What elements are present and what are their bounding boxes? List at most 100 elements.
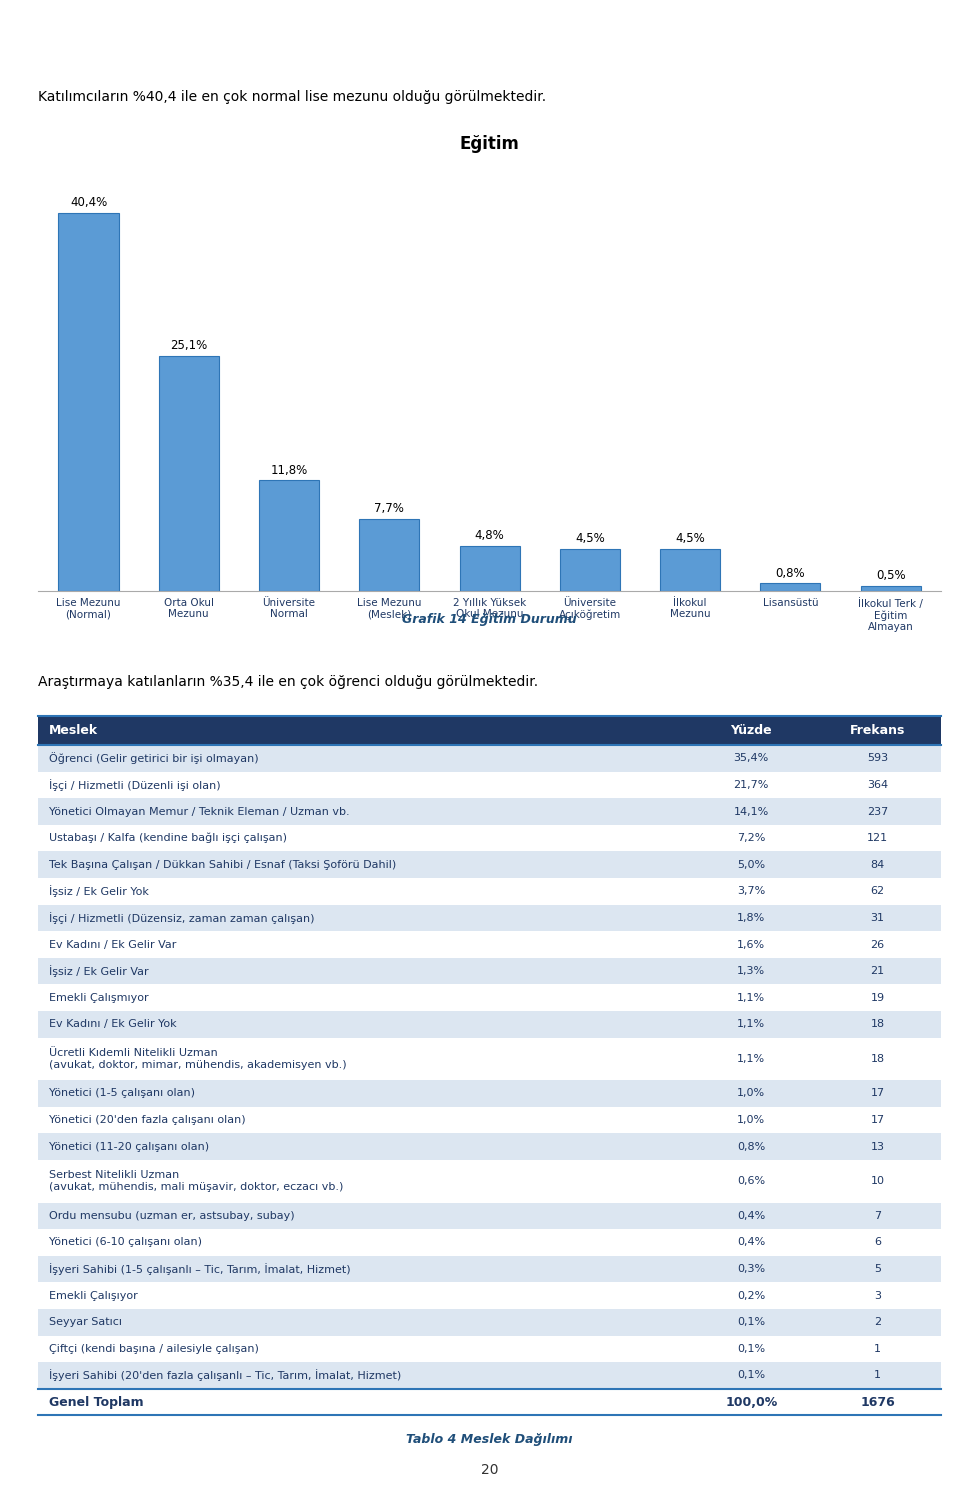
Bar [814,798,941,825]
Bar [38,825,688,851]
Text: 31: 31 [871,913,884,923]
Text: Ustabaşı / Kalfa (kendine bağlı işçi çalışan): Ustabaşı / Kalfa (kendine bağlı işçi çal… [49,833,287,843]
Bar [38,851,688,878]
Text: Serbest Nitelikli Uzman
(avukat, mühendis, mali müşavir, doktor, eczacı vb.): Serbest Nitelikli Uzman (avukat, mühendi… [49,1171,344,1192]
Bar [814,958,941,984]
Bar [814,851,941,878]
Bar [688,905,814,931]
Bar [688,825,814,851]
Text: 4,8%: 4,8% [475,529,504,542]
Text: 1: 1 [875,1370,881,1381]
Text: 1,6%: 1,6% [737,940,765,949]
Text: 1: 1 [875,1343,881,1354]
Bar [59,213,119,591]
Bar [688,798,814,825]
Bar [688,1309,814,1336]
Bar [38,1160,688,1203]
Text: 17: 17 [871,1088,885,1098]
Text: 7: 7 [874,1210,881,1221]
Text: Emekli Çalışıyor: Emekli Çalışıyor [49,1290,138,1301]
Bar [814,1389,941,1416]
Bar [688,958,814,984]
Bar [814,1283,941,1309]
Text: Yönetici (1-5 çalışanı olan): Yönetici (1-5 çalışanı olan) [49,1088,195,1098]
Text: 0,6%: 0,6% [737,1176,765,1186]
Bar [158,355,219,591]
Text: 5: 5 [875,1265,881,1274]
Bar [38,1309,688,1336]
Bar [38,1203,688,1228]
Text: 6: 6 [875,1238,881,1248]
Text: 1,1%: 1,1% [737,993,765,1003]
Text: Seyyar Satıcı: Seyyar Satıcı [49,1318,122,1327]
Text: 4,5%: 4,5% [675,532,705,545]
Text: Ordu mensubu (uzman er, astsubay, subay): Ordu mensubu (uzman er, astsubay, subay) [49,1210,295,1221]
Bar [688,716,814,745]
Bar [814,878,941,905]
Text: Genel Toplam: Genel Toplam [49,1396,144,1408]
Text: 7,7%: 7,7% [374,502,404,515]
Bar [688,1133,814,1160]
Text: 1,1%: 1,1% [737,1020,765,1029]
Text: 14,1%: 14,1% [733,807,769,816]
Text: Frekans: Frekans [850,724,905,737]
Text: 11,8%: 11,8% [271,464,308,476]
Bar [38,958,688,984]
Bar [814,1361,941,1389]
Text: 364: 364 [867,780,888,790]
Bar [38,1336,688,1361]
Text: 100,0%: 100,0% [725,1396,778,1408]
Text: 20: 20 [481,1463,498,1476]
Text: 1676: 1676 [860,1396,895,1408]
Bar [259,480,319,591]
Bar [688,745,814,772]
Text: 21,7%: 21,7% [733,780,769,790]
Text: 35,4%: 35,4% [733,754,769,763]
Text: 26: 26 [871,940,885,949]
Bar [660,548,720,591]
Bar [688,1011,814,1038]
Bar [560,548,620,591]
Bar [814,1256,941,1283]
Text: Araştırmaya katılanların %35,4 ile en çok öğrenci olduğu görülmektedir.: Araştırmaya katılanların %35,4 ile en ço… [38,675,539,689]
Bar [688,772,814,798]
Text: 121: 121 [867,833,888,843]
Bar [814,745,941,772]
Bar [688,1080,814,1106]
Bar [814,1203,941,1228]
Bar [38,984,688,1011]
Text: 4,5%: 4,5% [575,532,605,545]
Text: Meslek: Meslek [49,724,98,737]
Bar [814,1336,941,1361]
Bar [814,1309,941,1336]
Bar [38,1228,688,1256]
Text: 0,3%: 0,3% [737,1265,765,1274]
Text: İşsiz / Ek Gelir Var: İşsiz / Ek Gelir Var [49,966,149,978]
Bar [814,931,941,958]
Bar [38,931,688,958]
Text: Ev Kadını / Ek Gelir Yok: Ev Kadını / Ek Gelir Yok [49,1020,177,1029]
Text: 40,4%: 40,4% [70,196,108,209]
Text: 0,4%: 0,4% [737,1210,765,1221]
Text: 0,1%: 0,1% [737,1343,765,1354]
Bar [38,1256,688,1283]
Text: İşyeri Sahibi (20'den fazla çalışanlı – Tic, Tarım, İmalat, Hizmet): İşyeri Sahibi (20'den fazla çalışanlı – … [49,1369,401,1381]
Text: 1,8%: 1,8% [737,913,765,923]
Bar [814,1160,941,1203]
Bar [688,1038,814,1080]
Text: Tablo 4 Meslek Dağılımı: Tablo 4 Meslek Dağılımı [406,1434,573,1446]
Bar [814,1133,941,1160]
Text: 1,1%: 1,1% [737,1053,765,1064]
Text: 0,4%: 0,4% [737,1238,765,1248]
Text: 5,0%: 5,0% [737,860,765,870]
Text: İşyeri Sahibi (1-5 çalışanlı – Tic, Tarım, İmalat, Hizmet): İşyeri Sahibi (1-5 çalışanlı – Tic, Tarı… [49,1263,350,1275]
Bar [688,984,814,1011]
Text: Tek Başına Çalışan / Dükkan Sahibi / Esnaf (Taksi Şoförü Dahil): Tek Başına Çalışan / Dükkan Sahibi / Esn… [49,860,396,870]
Bar [688,931,814,958]
Bar [38,905,688,931]
Text: 0,1%: 0,1% [737,1318,765,1327]
Text: 19: 19 [871,993,885,1003]
Bar [38,1361,688,1389]
Text: İşçi / Hizmetli (Düzenli işi olan): İşçi / Hizmetli (Düzenli işi olan) [49,780,221,790]
Text: 84: 84 [871,860,885,870]
